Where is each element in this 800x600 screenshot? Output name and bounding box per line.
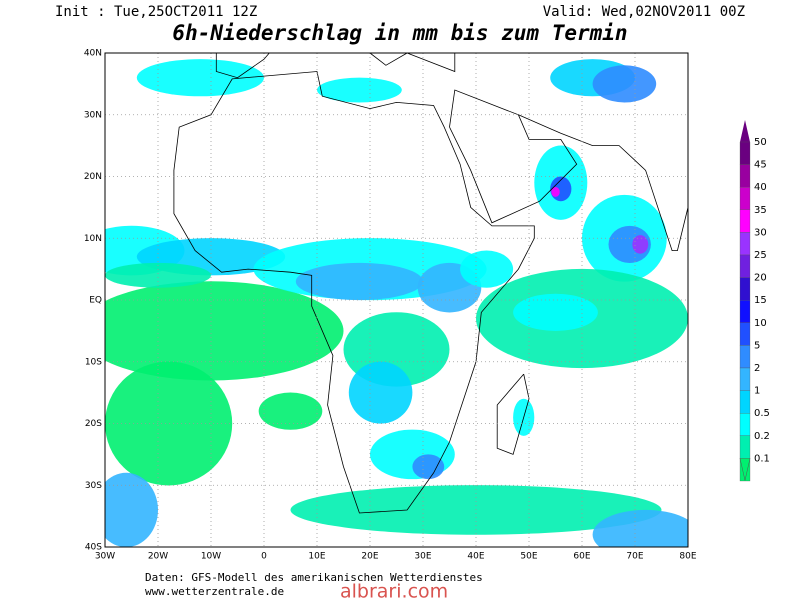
precip-area bbox=[295, 262, 423, 301]
precip-area bbox=[513, 293, 598, 331]
legend-swatch bbox=[739, 187, 751, 210]
legend-swatch bbox=[739, 232, 751, 256]
precipitation-field bbox=[105, 59, 688, 547]
map-title: 6h-Niederschlag in mm bis zum Termin bbox=[172, 21, 627, 45]
legend-label: 45 bbox=[754, 160, 767, 171]
legend-label: 10 bbox=[754, 318, 767, 329]
legend-label: 50 bbox=[754, 137, 767, 148]
legend-label: 2 bbox=[754, 363, 760, 374]
watermark: albrari.com bbox=[340, 581, 448, 600]
lon-label: 30W bbox=[95, 552, 115, 562]
lat-label: 40S bbox=[85, 543, 102, 553]
lat-label: 20S bbox=[85, 419, 102, 429]
legend-swatch bbox=[739, 254, 751, 278]
legend-swatch bbox=[739, 209, 751, 233]
lat-label: 10S bbox=[85, 357, 102, 367]
legend-label: 1 bbox=[754, 386, 760, 397]
legend-swatch bbox=[739, 367, 751, 391]
coastlines bbox=[173, 53, 688, 514]
lon-label: 10W bbox=[201, 552, 221, 562]
precip-area bbox=[412, 454, 445, 480]
legend-swatch bbox=[739, 345, 751, 369]
legend-label: 35 bbox=[754, 205, 767, 216]
lon-label: 60E bbox=[573, 552, 590, 562]
legend-swatch bbox=[739, 413, 751, 436]
legend-label: 25 bbox=[754, 250, 767, 261]
legend-label: 40 bbox=[754, 182, 767, 193]
precip-area bbox=[348, 361, 413, 424]
precip-area bbox=[105, 281, 344, 381]
lon-label: 30E bbox=[414, 552, 431, 562]
data-source: Daten: GFS-Modell des amerikanischen Wet… bbox=[145, 571, 483, 584]
legend-swatch bbox=[739, 322, 751, 346]
coastline bbox=[215, 53, 456, 79]
precip-area bbox=[551, 186, 560, 197]
precip-area bbox=[592, 65, 657, 103]
legend-swatch bbox=[739, 458, 751, 482]
color-legend: 50 45 40 35 30 25 20 15 10 5 2 1 0.5 0.2 0.1 bbox=[739, 120, 770, 482]
lat-label: 10N bbox=[84, 234, 102, 244]
legend-swatch bbox=[739, 435, 751, 459]
legend-label: 30 bbox=[754, 227, 767, 238]
coastline bbox=[518, 114, 688, 251]
legend-label: 15 bbox=[754, 295, 767, 306]
lat-label: 40N bbox=[84, 49, 102, 59]
coastline bbox=[496, 373, 530, 455]
precip-area bbox=[105, 472, 158, 547]
precip-area bbox=[105, 361, 233, 486]
coastline bbox=[173, 71, 535, 514]
legend-swatch bbox=[739, 277, 751, 301]
legend-swatch bbox=[739, 141, 751, 165]
legend-swatch bbox=[739, 390, 751, 414]
precip-area bbox=[258, 392, 323, 430]
lon-label: 20E bbox=[361, 552, 378, 562]
lon-label: 0 bbox=[261, 552, 267, 562]
lat-label: 30N bbox=[84, 110, 102, 120]
legend-label: 0.5 bbox=[754, 408, 770, 419]
graticule: 30W 20W 10W 0 10E 20E 30E 40E 50E 60E 70E 80E 40N 30N… bbox=[84, 49, 697, 562]
precip-area bbox=[460, 250, 514, 288]
website: www.wetterzentrale.de bbox=[145, 585, 284, 598]
legend-label: 0.2 bbox=[754, 431, 770, 442]
precip-area bbox=[317, 77, 402, 103]
precip-area bbox=[105, 262, 211, 288]
lon-label: 10E bbox=[308, 552, 325, 562]
lat-label: 20N bbox=[84, 172, 102, 182]
precip-area bbox=[592, 509, 688, 547]
lat-label: 30S bbox=[85, 481, 102, 491]
precip-area bbox=[632, 235, 649, 254]
legend-arrow-bottom bbox=[739, 458, 751, 481]
lon-label: 20W bbox=[148, 552, 168, 562]
lon-label: 80E bbox=[679, 552, 696, 562]
legend-label: 20 bbox=[754, 273, 767, 284]
legend-arrow-top bbox=[740, 120, 750, 142]
precip-area bbox=[136, 59, 264, 97]
lon-label: 40E bbox=[467, 552, 484, 562]
lon-label: 50E bbox=[520, 552, 537, 562]
lat-label: EQ bbox=[89, 296, 102, 306]
valid-time: Valid: Wed,02NOV2011 00Z bbox=[543, 4, 745, 20]
legend-label: 5 bbox=[754, 340, 760, 351]
coastline bbox=[449, 89, 578, 224]
legend-label: 0.1 bbox=[754, 453, 770, 464]
map-frame bbox=[104, 52, 689, 548]
lon-label: 70E bbox=[626, 552, 643, 562]
legend-swatch bbox=[739, 164, 751, 188]
legend-swatch bbox=[739, 300, 751, 323]
init-time: Init : Tue,25OCT2011 12Z bbox=[55, 4, 257, 20]
